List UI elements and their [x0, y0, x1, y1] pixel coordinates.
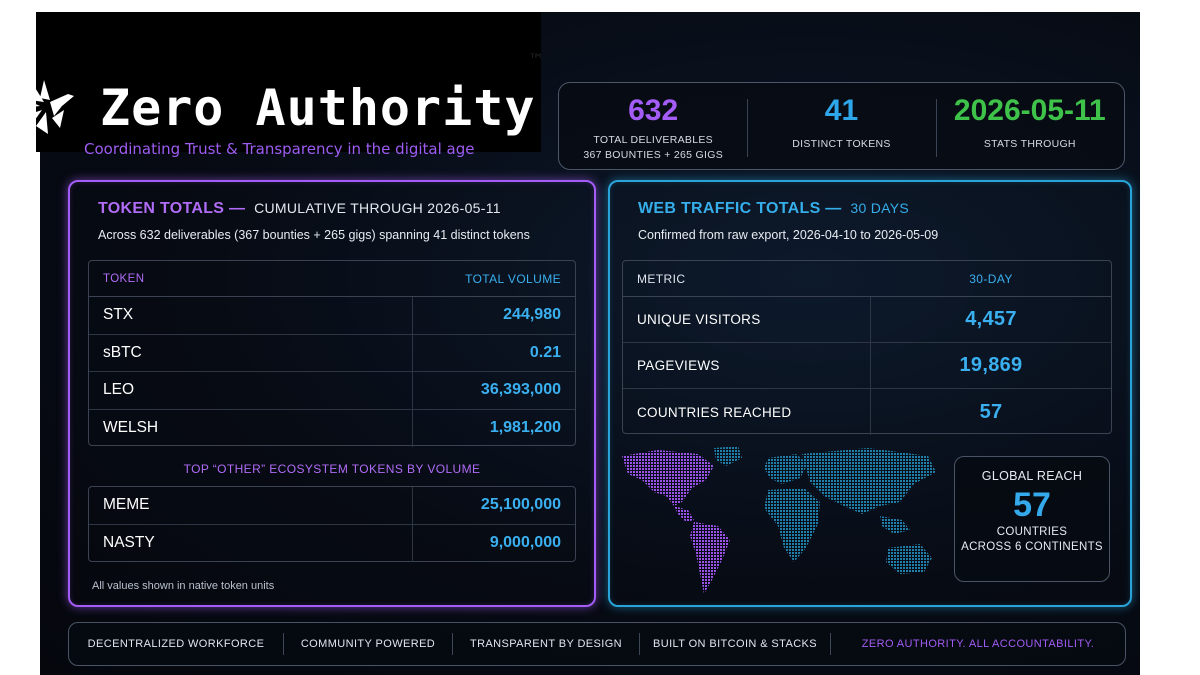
stat-label: TOTAL DELIVERABLES [593, 134, 713, 146]
africa-shape [764, 488, 820, 562]
zero-authority-bird-logo-icon [22, 80, 74, 134]
token-table: TOKEN TOTAL VOLUME STX 244,980 sBTC 0.21… [88, 260, 576, 447]
global-reach-line1: COUNTRIES [996, 526, 1068, 538]
footnote: All values shown in native token units [92, 580, 275, 592]
stat-total-deliverables: 632 TOTAL DELIVERABLES 367 BOUNTIES + 26… [559, 83, 747, 169]
table-row: PAGEVIEWS 19,869 [623, 343, 1111, 389]
traffic-table: METRIC 30-DAY UNIQUE VISITORS 4,457 PAGE… [622, 260, 1112, 435]
global-reach-line2: ACROSS 6 CONTINENTS [961, 541, 1103, 553]
brand-name: Zero Authority [100, 79, 536, 137]
token-name: STX [89, 297, 413, 334]
token-volume: 9,000,000 [489, 534, 561, 552]
stat-value: 632 [628, 94, 679, 127]
footer-item-transparent-by-design: TRANSPARENT BY DESIGN [469, 638, 623, 650]
footer-item-community-powered: COMMUNITY POWERED [300, 638, 436, 650]
table-row: STX 244,980 [89, 297, 575, 335]
central-america-shape [674, 506, 694, 522]
table-row: WELSH 1,981,200 [89, 409, 575, 447]
table-row: sBTC 0.21 [89, 334, 575, 372]
other-tokens-table: MEME 25,100,000 NASTY 9,000,000 [88, 486, 576, 562]
footer-item-built-on-bitcoin-stacks: BUILT ON BITCOIN & STACKS [652, 638, 818, 650]
title-band [36, 12, 541, 152]
web-traffic-panel: WEB TRAFFIC TOTALS — 30 DAYS Confirmed f… [608, 180, 1132, 607]
table-row: LEO 36,393,000 [89, 372, 575, 410]
stat-label: STATS THROUGH [983, 138, 1076, 150]
token-volume: 25,100,000 [480, 496, 561, 514]
column-header-volume: TOTAL VOLUME [465, 271, 561, 286]
table-row: MEME 25,100,000 [89, 487, 575, 525]
stat-value: 2026-05-11 [953, 94, 1106, 127]
footer-divider [830, 633, 831, 655]
column-header-metric: METRIC [637, 271, 686, 286]
metric-value: 19,869 [959, 354, 1023, 376]
stat-stats-through: 2026-05-11 STATS THROUGH [935, 83, 1124, 169]
token-name: WELSH [89, 409, 413, 447]
table-row: NASTY 9,000,000 [89, 524, 575, 562]
australia-shape [886, 544, 932, 574]
other-tokens-title: TOP “OTHER” ECOSYSTEM TOKENS BY VOLUME [183, 462, 481, 476]
token-name: NASTY [89, 524, 413, 562]
stat-value: 41 [824, 94, 859, 127]
stat-distinct-tokens: 41 DISTINCT TOKENS [747, 83, 935, 169]
footer-item-slogan: ZERO AUTHORITY. ALL ACCOUNTABILITY. [861, 638, 1095, 650]
web-traffic-title: WEB TRAFFIC TOTALS — [638, 200, 842, 217]
token-volume: 1,981,200 [489, 419, 561, 437]
table-row: UNIQUE VISITORS 4,457 [623, 297, 1111, 343]
token-name: MEME [89, 487, 413, 524]
brand-tagline: Coordinating Trust & Transparency in the… [84, 140, 475, 158]
metric-value: 57 [979, 400, 1003, 423]
south-america-shape [690, 522, 730, 594]
footer-divider [452, 633, 453, 655]
trademark-symbol: ™ [528, 50, 544, 69]
table-row: COUNTRIES REACHED 57 [623, 389, 1111, 435]
footer-item-decentralized-workforce: DECENTRALIZED WORKFORCE [87, 638, 265, 650]
column-header-30-day: 30-DAY [969, 271, 1013, 286]
panel-title: TOKEN TOTALS — CUMULATIVE THROUGH 2026-0… [98, 200, 501, 218]
token-name: LEO [89, 372, 413, 409]
stat-sublabel: 367 BOUNTIES + 265 GIGS [583, 149, 723, 161]
global-reach-value: 57 [1013, 486, 1051, 524]
token-volume: 244,980 [503, 306, 561, 324]
asia-shape [802, 448, 936, 514]
global-reach-card: GLOBAL REACH 57 COUNTRIES ACROSS 6 CONTI… [954, 456, 1110, 582]
footer-divider [639, 633, 640, 655]
column-header-token: TOKEN [103, 272, 145, 285]
table-header: METRIC 30-DAY [623, 261, 1111, 297]
token-volume: 0.21 [529, 343, 561, 361]
token-name: sBTC [89, 334, 413, 371]
token-volume: 36,393,000 [480, 381, 561, 399]
stats-bar: 632 TOTAL DELIVERABLES 367 BOUNTIES + 26… [558, 82, 1125, 170]
footer-bar: DECENTRALIZED WORKFORCE COMMUNITY POWERE… [68, 622, 1126, 666]
greenland-shape [714, 446, 742, 466]
token-totals-title: TOKEN TOTALS — [98, 200, 246, 217]
web-traffic-subtitle: 30 DAYS [850, 200, 910, 216]
token-totals-panel: TOKEN TOTALS — CUMULATIVE THROUGH 2026-0… [68, 180, 596, 607]
token-totals-subtitle: CUMULATIVE THROUGH 2026-05-11 [254, 200, 501, 216]
global-reach-title: GLOBAL REACH [981, 469, 1083, 483]
metric-name: COUNTRIES REACHED [623, 389, 871, 435]
stat-label: DISTINCT TOKENS [792, 138, 891, 150]
north-america-shape [622, 450, 714, 506]
panel-title: WEB TRAFFIC TOTALS — 30 DAYS [638, 200, 909, 218]
metric-value: 4,457 [965, 308, 1017, 330]
web-traffic-description: Confirmed from raw export, 2026-04-10 to… [638, 228, 939, 242]
footer-divider [283, 633, 284, 655]
world-map-icon [622, 446, 936, 594]
metric-name: UNIQUE VISITORS [623, 297, 871, 342]
metric-name: PAGEVIEWS [623, 343, 871, 388]
token-totals-description: Across 632 deliverables (367 bounties + … [98, 228, 530, 242]
southeast-asia-shape [880, 516, 910, 534]
table-header: TOKEN TOTAL VOLUME [89, 261, 575, 297]
europe-shape [764, 454, 808, 484]
